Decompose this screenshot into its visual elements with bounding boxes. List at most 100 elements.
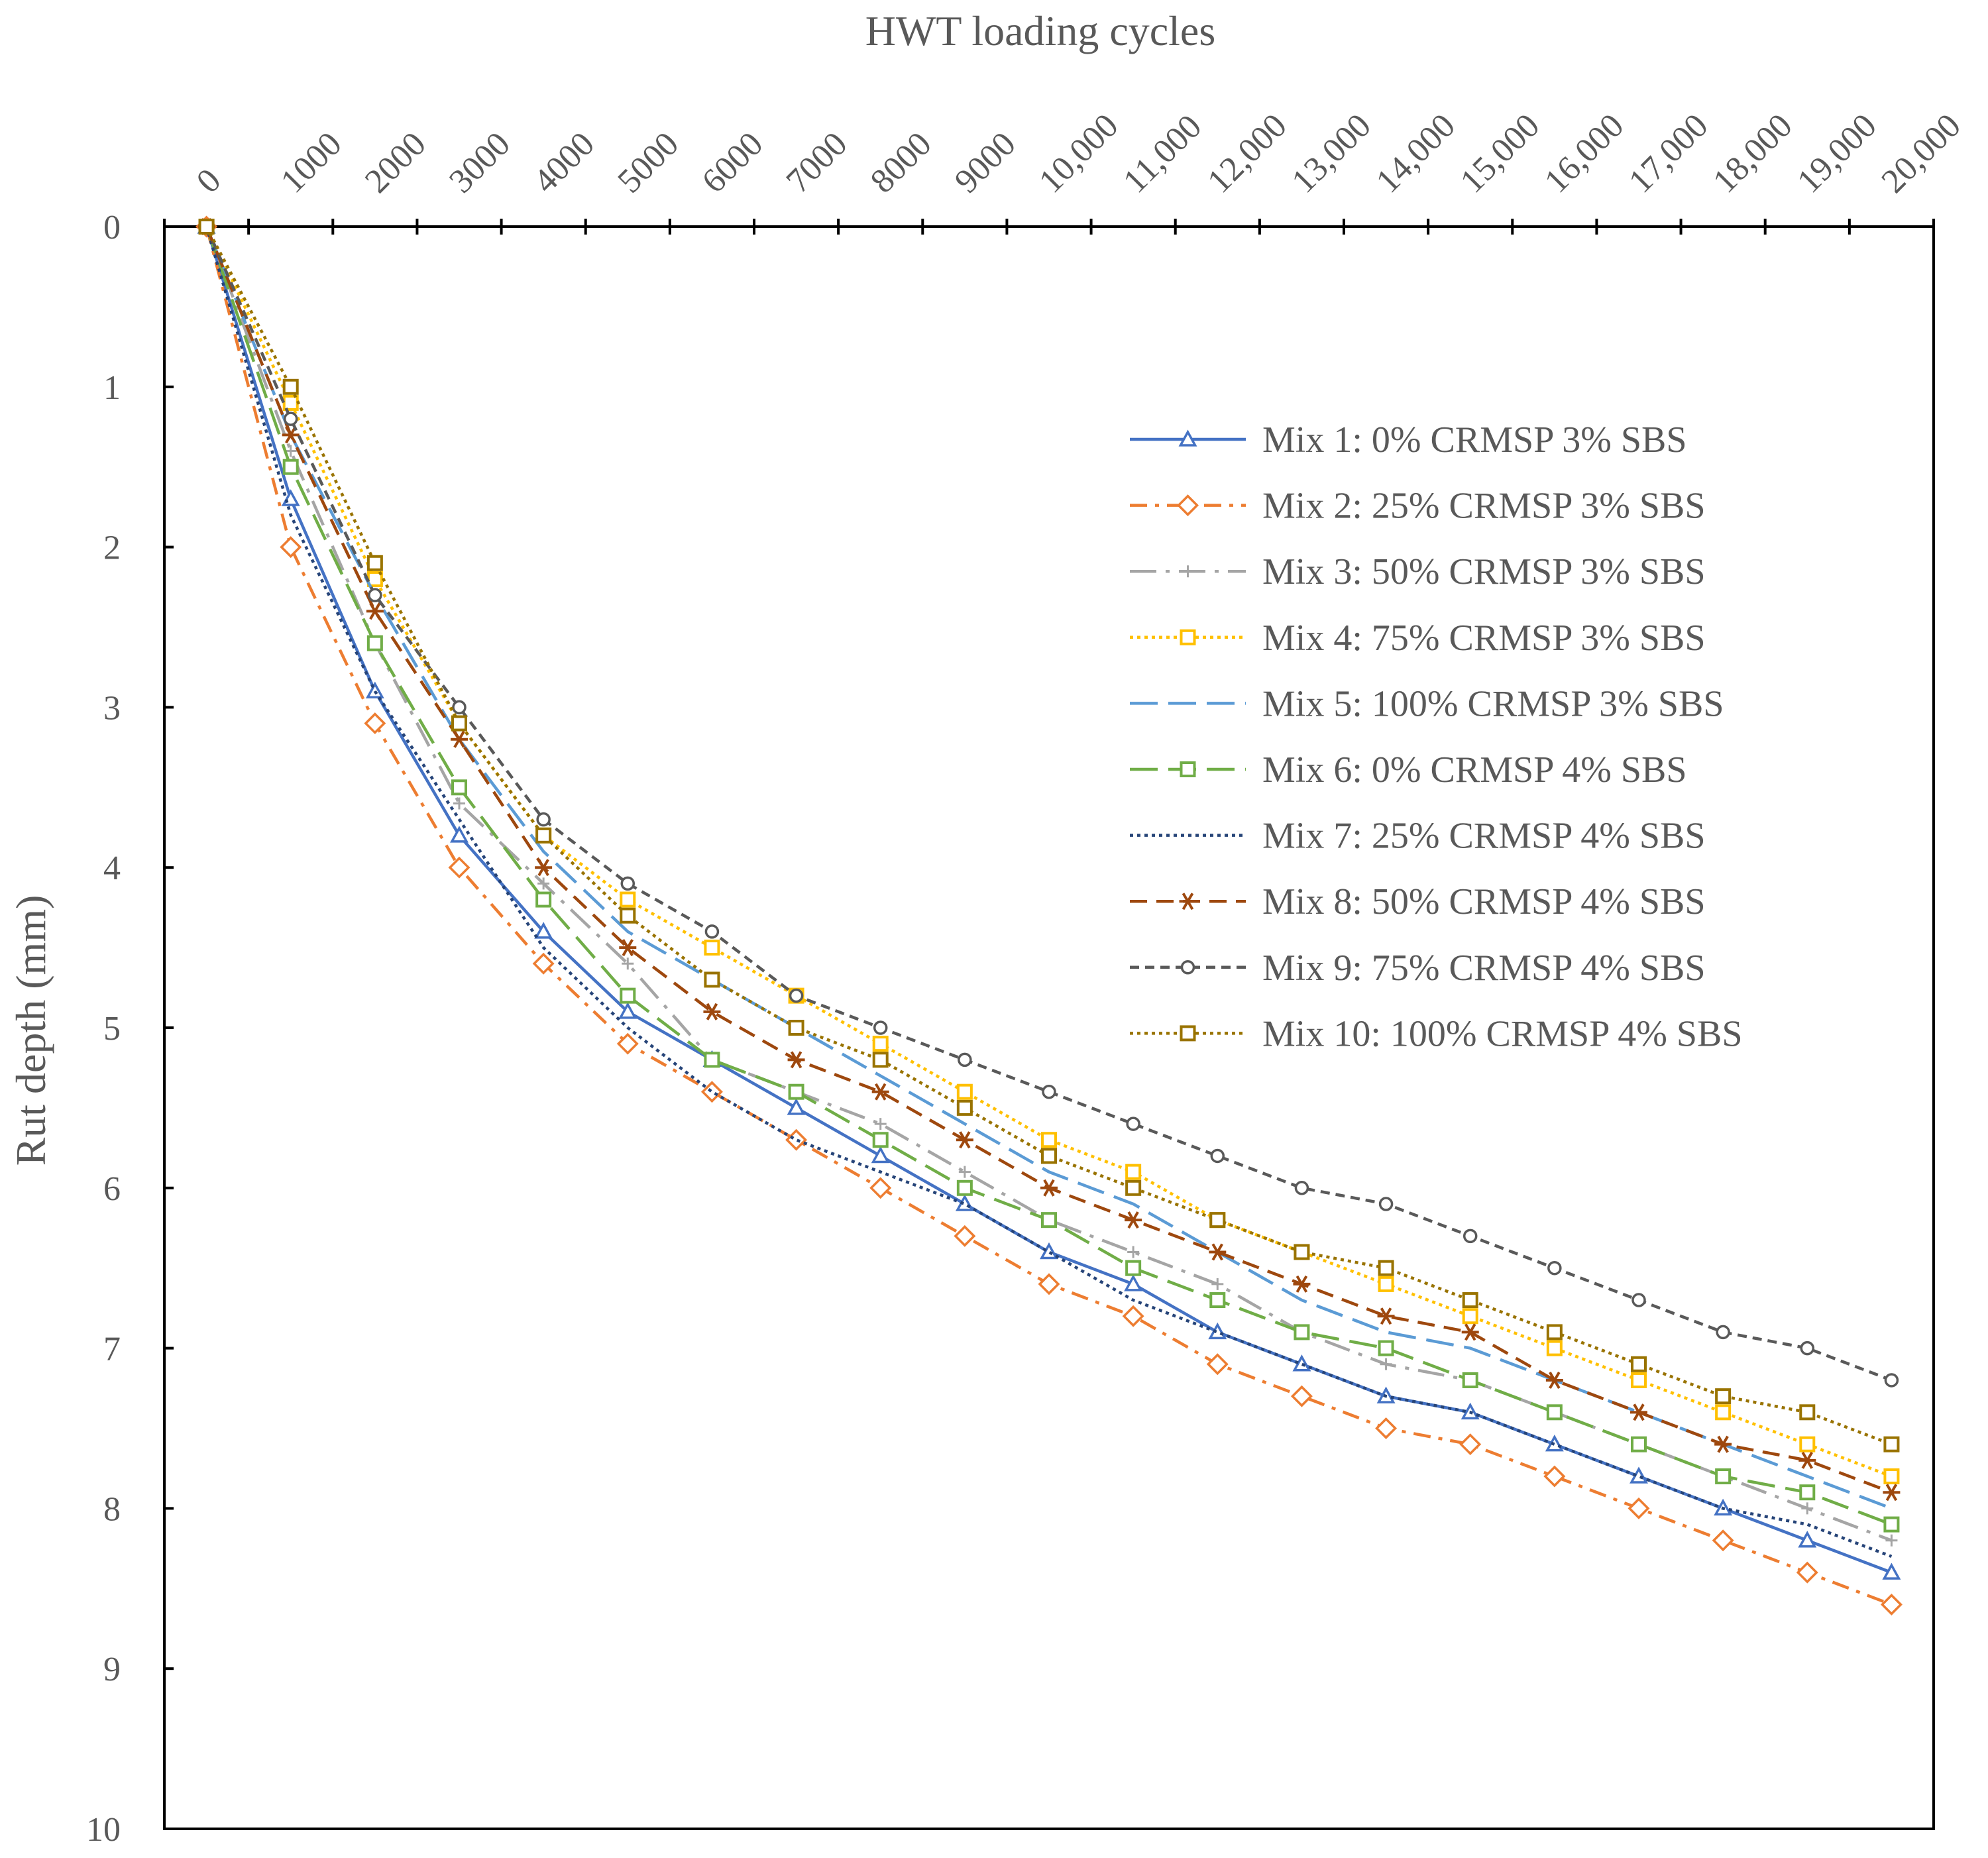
data-point <box>282 459 299 475</box>
data-point <box>872 1052 889 1068</box>
data-point <box>788 1020 804 1036</box>
data-point <box>1882 1562 1901 1580</box>
legend-label: Mix 9: 75% CRMSP 4% SBS <box>1262 948 1706 989</box>
data-point <box>1715 1404 1732 1421</box>
data-point <box>1463 1229 1478 1244</box>
data-point <box>535 859 553 877</box>
data-point <box>620 876 635 891</box>
data-point <box>1178 429 1197 447</box>
data-point <box>1883 1468 1900 1485</box>
data-point <box>1208 1322 1227 1340</box>
legend-item: Mix 3: 50% CRMSP 3% SBS <box>1130 551 1706 592</box>
data-point <box>958 1052 972 1067</box>
data-point <box>1462 1372 1478 1388</box>
data-point <box>1631 1372 1647 1388</box>
data-point <box>1631 1436 1647 1452</box>
y-tick-label: 0 <box>103 209 121 246</box>
data-point <box>703 1003 721 1020</box>
data-point <box>616 1032 639 1055</box>
y-tick-label: 2 <box>103 529 121 567</box>
data-point <box>955 1194 974 1211</box>
data-point <box>1182 565 1194 578</box>
data-point <box>620 987 636 1004</box>
legend-label: Mix 10: 100% CRMSP 4% SBS <box>1262 1013 1743 1054</box>
data-point <box>1041 1132 1057 1148</box>
data-point <box>1546 1324 1563 1340</box>
series-line <box>205 225 1893 1446</box>
legend-label: Mix 4: 75% CRMSP 3% SBS <box>1262 618 1706 659</box>
data-point <box>1799 1404 1816 1421</box>
x-tick-label: 11,000 <box>1116 107 1209 200</box>
data-point <box>1040 1179 1058 1197</box>
data-point <box>1880 1594 1903 1615</box>
data-point <box>1543 1465 1566 1488</box>
data-point <box>534 922 553 939</box>
data-point <box>704 1052 720 1068</box>
data-point <box>1041 1148 1057 1164</box>
data-point <box>452 700 467 715</box>
x-tick-label: 0 <box>190 162 229 201</box>
data-point <box>958 1166 971 1178</box>
x-tick-label: 6000 <box>695 125 771 201</box>
legend-label: Mix 3: 50% CRMSP 3% SBS <box>1262 551 1706 592</box>
data-point <box>1631 1293 1646 1307</box>
series-line <box>205 226 1893 1382</box>
data-point <box>532 952 555 975</box>
legend-item: Mix 2: 25% CRMSP 3% SBS <box>1130 486 1706 527</box>
data-point <box>700 1081 723 1103</box>
data-point <box>1125 1179 1142 1196</box>
legend-item: Mix 7: 25% CRMSP 4% SBS <box>1130 816 1706 857</box>
data-point <box>1462 1308 1478 1325</box>
data-point <box>956 1131 973 1149</box>
x-tick-label: 5000 <box>610 125 686 201</box>
data-point <box>871 1146 890 1164</box>
data-point <box>1210 1148 1225 1164</box>
data-point <box>1179 893 1197 910</box>
x-tick-label: 15,000 <box>1453 107 1547 200</box>
x-tick-label: 17,000 <box>1622 107 1715 200</box>
data-point <box>1127 1246 1140 1258</box>
data-point <box>1180 1025 1196 1042</box>
data-point <box>1211 1278 1224 1290</box>
data-point <box>280 536 302 559</box>
y-axis-label: Rut depth (mm) <box>7 895 54 1166</box>
data-point <box>1180 761 1196 777</box>
data-point <box>451 730 468 748</box>
data-point <box>1800 1340 1815 1356</box>
data-point <box>1885 1534 1898 1547</box>
x-tick-label: 14,000 <box>1369 107 1463 200</box>
data-point <box>1294 1244 1310 1260</box>
data-point <box>1209 1292 1226 1309</box>
legend-item: Mix 4: 75% CRMSP 3% SBS <box>1130 618 1706 659</box>
legend-label: Mix 7: 25% CRMSP 4% SBS <box>1262 816 1706 857</box>
y-tick-label: 9 <box>103 1651 121 1688</box>
x-tick-label: 18,000 <box>1706 107 1799 200</box>
data-point <box>535 891 552 908</box>
legend: Mix 1: 0% CRMSP 3% SBS Mix 2: 25% CRMSP 3… <box>1130 419 1743 1054</box>
x-tick-label: 10,000 <box>1032 107 1125 200</box>
y-tick-label: 7 <box>103 1331 121 1368</box>
data-point <box>1124 1274 1143 1291</box>
legend-label: Mix 8: 50% CRMSP 4% SBS <box>1262 881 1706 922</box>
data-point <box>1714 1435 1732 1453</box>
data-point <box>1715 1468 1732 1485</box>
data-point <box>453 797 465 810</box>
data-point <box>704 940 720 956</box>
y-tick-label: 1 <box>103 369 121 407</box>
data-point <box>1630 1403 1647 1421</box>
data-point <box>1180 629 1196 645</box>
data-point <box>1462 1292 1478 1309</box>
data-point <box>1122 1305 1144 1327</box>
data-point <box>282 426 300 444</box>
data-point <box>1798 1451 1816 1469</box>
legend-item: Mix 9: 75% CRMSP 4% SBS <box>1130 948 1706 989</box>
x-tick-label: 12,000 <box>1200 107 1294 200</box>
data-point <box>1040 1242 1058 1260</box>
legend-item: Mix 10: 100% CRMSP 4% SBS <box>1130 1013 1743 1054</box>
data-point <box>1042 1084 1056 1099</box>
data-point <box>622 957 634 970</box>
y-tick-label: 6 <box>103 1170 121 1208</box>
data-point <box>368 588 382 602</box>
data-point <box>1799 1436 1816 1452</box>
data-point <box>1041 1212 1057 1229</box>
